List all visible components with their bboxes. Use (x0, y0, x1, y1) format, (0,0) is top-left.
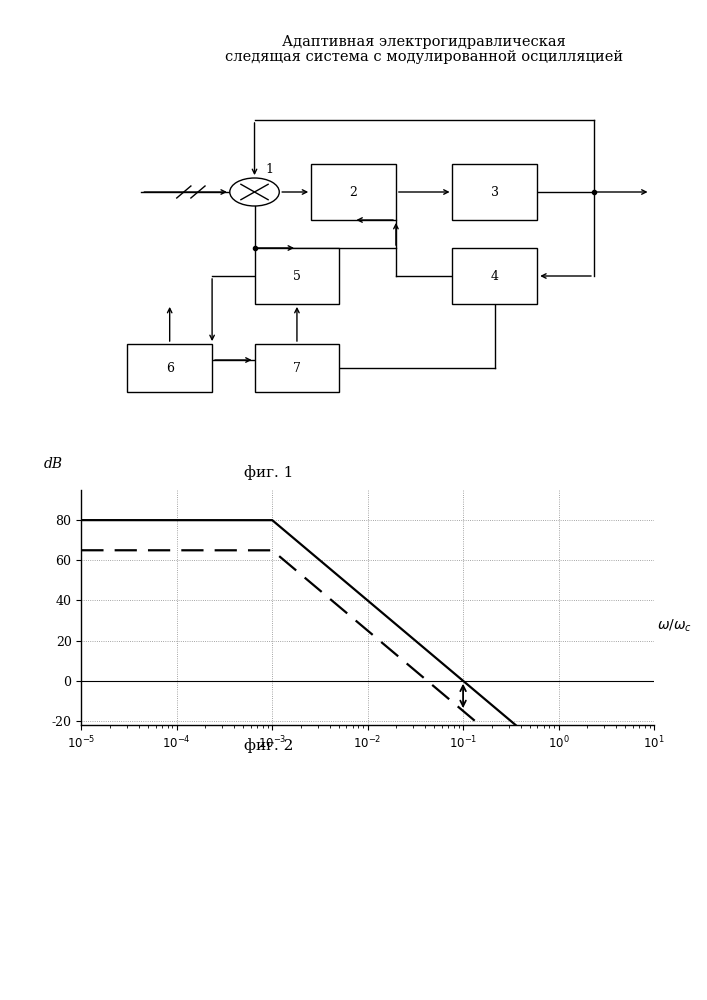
Bar (311, 164, 396, 220)
Text: 3: 3 (491, 186, 499, 198)
Text: $\omega/\omega_c$: $\omega/\omega_c$ (657, 618, 692, 635)
Bar (255, 248, 339, 304)
Bar (452, 248, 537, 304)
Text: 6: 6 (165, 361, 174, 374)
Bar (127, 344, 212, 392)
Text: 5: 5 (293, 269, 301, 282)
Text: Адаптивная электрогидравлическая: Адаптивная электрогидравлическая (282, 35, 566, 49)
Text: 2: 2 (349, 186, 358, 198)
Text: 7: 7 (293, 361, 301, 374)
Text: следящая система с модулированной осцилляцией: следящая система с модулированной осцилл… (225, 50, 624, 64)
Text: 4: 4 (491, 269, 499, 282)
Text: 1: 1 (265, 163, 273, 176)
Text: фиг. 2: фиг. 2 (244, 738, 293, 753)
Circle shape (230, 178, 279, 206)
Bar (452, 164, 537, 220)
Text: фиг. 1: фиг. 1 (244, 465, 293, 480)
Bar (255, 344, 339, 392)
Text: dB: dB (44, 457, 63, 471)
